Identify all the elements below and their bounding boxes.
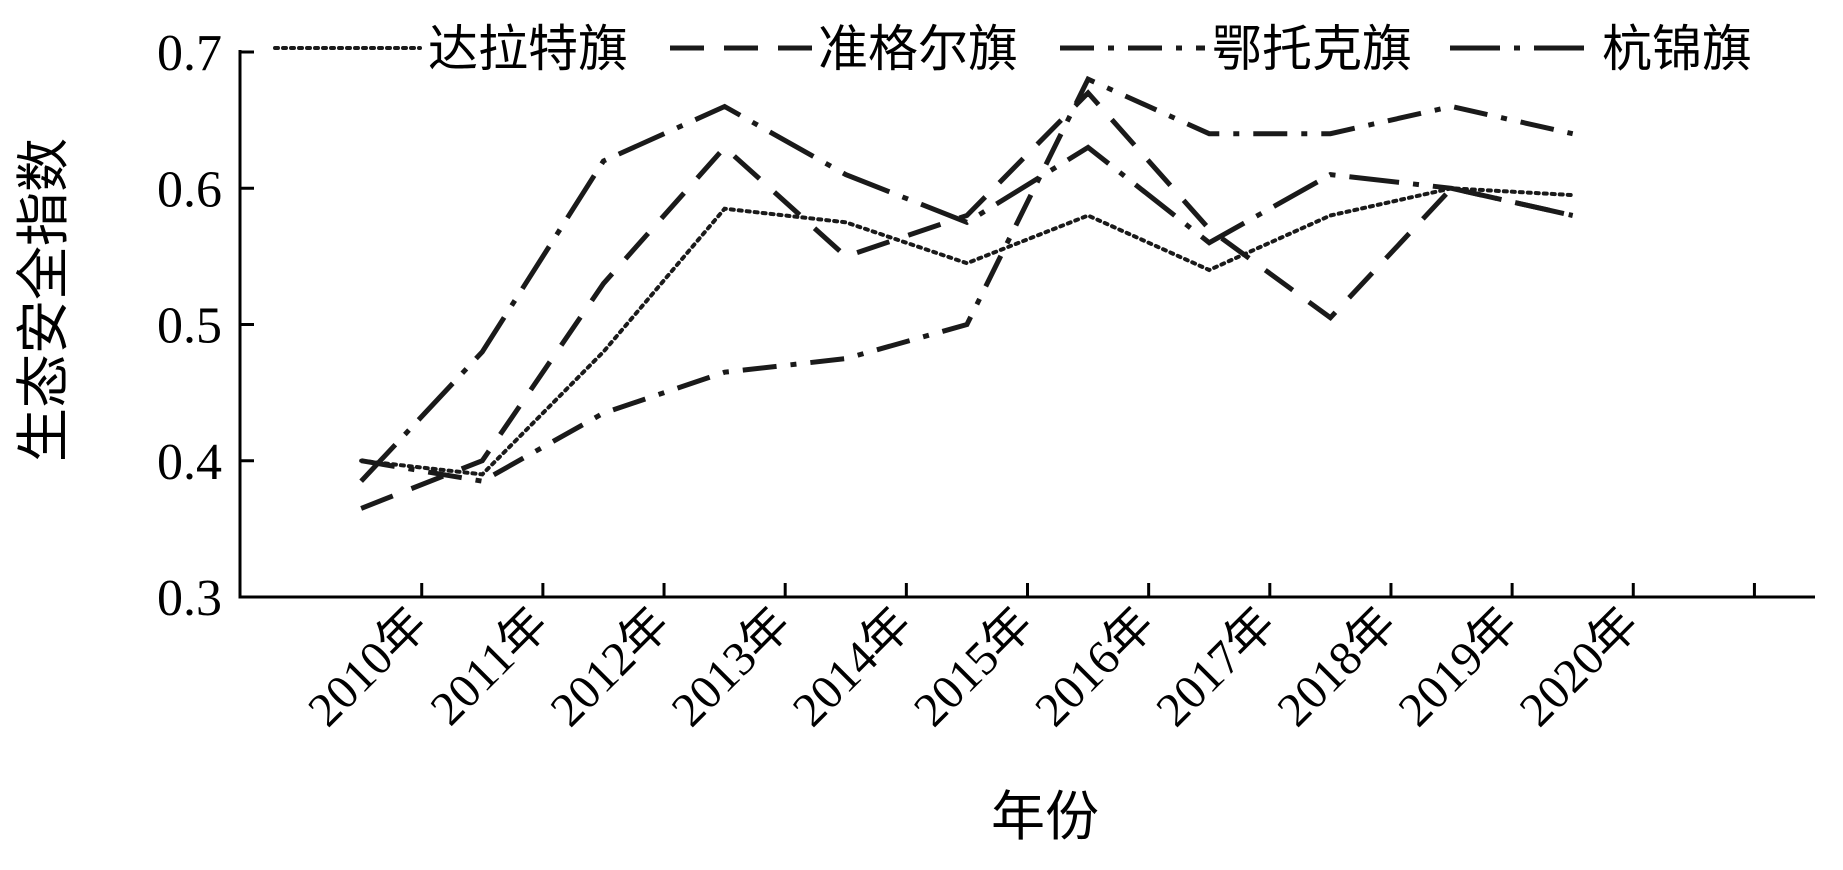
series-line-3: [359, 103, 1574, 483]
x-tick-label: 2016年: [1025, 597, 1164, 736]
legend: 达拉特旗 准格尔旗 鄂托克旗 杭锦旗: [273, 20, 1752, 78]
y-tick-label: 0.6: [157, 161, 222, 218]
y-tick-label: 0.5: [157, 298, 222, 355]
x-tick-label: 2017年: [1146, 597, 1285, 736]
x-tick-label: 2012年: [541, 597, 680, 736]
x-tick-label: 2019年: [1389, 597, 1528, 736]
series-line-0: [359, 186, 1575, 477]
legend-label: 鄂托克旗: [1212, 20, 1412, 78]
y-tick-label: 0.3: [157, 570, 222, 627]
legend-label: 杭锦旗: [1602, 20, 1752, 78]
x-axis-title: 年份: [991, 785, 1099, 848]
series-line-2: [360, 75, 1574, 484]
axes: [238, 50, 1815, 599]
x-tick-label: 2018年: [1267, 597, 1406, 736]
x-tick-label: 2015年: [904, 597, 1043, 736]
legend-label: 达拉特旗: [428, 20, 628, 78]
y-tick-label: 0.7: [157, 25, 222, 82]
legend-label: 准格尔旗: [818, 20, 1018, 78]
y-axis-title: 生态安全指数: [12, 138, 75, 462]
series-lines: [359, 75, 1575, 511]
series-line-1: [360, 89, 1574, 511]
x-tick-label: 2020年: [1510, 597, 1649, 736]
x-axis-ticks: 2010年2011年2012年2013年2014年2015年2016年2017年…: [298, 583, 1756, 737]
x-tick-label: 2010年: [298, 597, 437, 736]
y-axis-ticks: 0.3 0.4 0.5 0.6 0.7: [157, 25, 254, 627]
x-tick-label: 2014年: [783, 597, 922, 736]
x-tick-label: 2013年: [662, 597, 801, 736]
y-tick-label: 0.4: [157, 434, 222, 491]
x-tick-label: 2011年: [421, 597, 559, 735]
